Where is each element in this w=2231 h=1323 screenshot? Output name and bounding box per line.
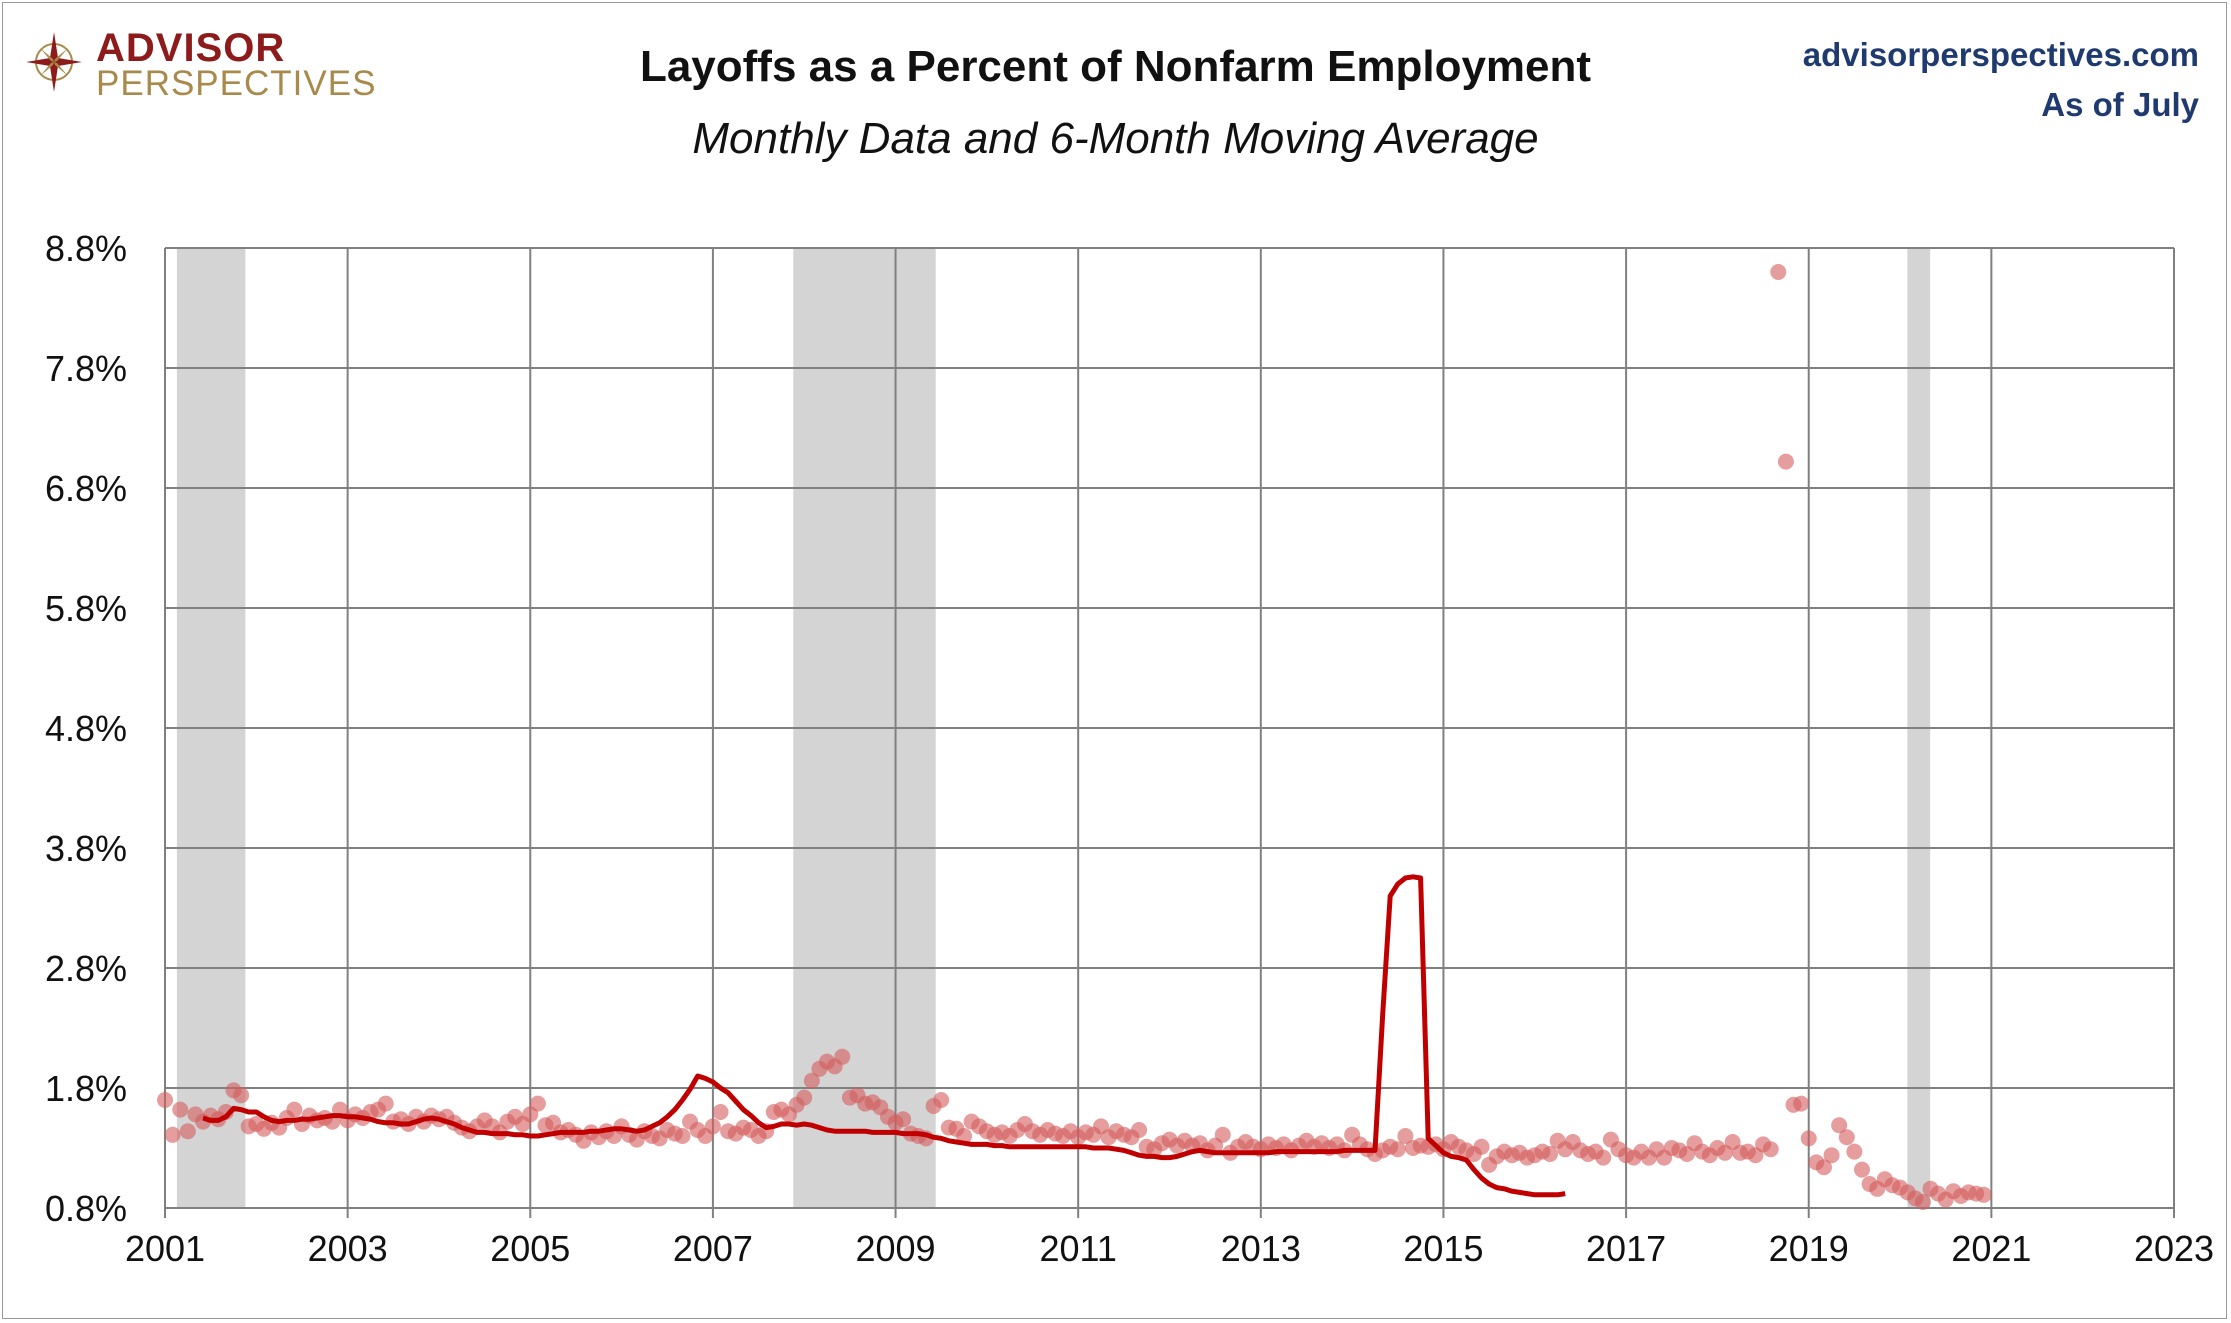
- data-point: [1595, 1149, 1612, 1166]
- data-point: [1214, 1126, 1231, 1143]
- data-point: [172, 1101, 189, 1118]
- data-point: [529, 1095, 546, 1112]
- monthly-data-points: [157, 264, 1992, 1210]
- y-tick-label: 7.8%: [45, 348, 127, 389]
- compass-star-icon: [26, 32, 82, 92]
- data-point: [956, 1128, 973, 1144]
- y-axis-tick-labels: 0.8% 1.8% 2.8% 3.8% 4.8% 5.8% 6.8% 7.8% 8.8%: [45, 228, 127, 1229]
- y-tick-label: 5.8%: [45, 588, 127, 629]
- data-point: [286, 1101, 303, 1118]
- data-point: [1975, 1186, 1992, 1203]
- x-tick-label: 2003: [308, 1228, 388, 1269]
- y-tick-label: 8.8%: [45, 228, 127, 269]
- data-point: [712, 1104, 729, 1120]
- data-point: [1770, 264, 1787, 280]
- moving-average-line: [202, 874, 1566, 1198]
- data-point: [704, 1118, 721, 1135]
- data-point: [895, 1111, 912, 1128]
- data-point: [674, 1128, 691, 1144]
- x-tick-label: 2017: [1586, 1228, 1666, 1269]
- data-point: [164, 1126, 181, 1143]
- data-point: [796, 1089, 813, 1106]
- x-tick-label: 2021: [1951, 1228, 2031, 1269]
- grid-lines: [164, 247, 2175, 1218]
- data-point: [377, 1095, 394, 1112]
- data-point: [933, 1092, 950, 1108]
- data-point: [1800, 1130, 1817, 1147]
- data-point: [1793, 1095, 1810, 1112]
- data-point: [1762, 1141, 1779, 1158]
- data-point: [1853, 1161, 1870, 1178]
- x-tick-label: 2011: [1039, 1228, 1116, 1269]
- logo-text-advisor: ADVISOR: [96, 26, 286, 70]
- data-point: [1831, 1117, 1848, 1134]
- chart-title: Layoffs as a Percent of Nonfarm Employme…: [639, 42, 1592, 91]
- data-point: [1541, 1146, 1558, 1162]
- site-url: advisorperspectives.com: [1802, 36, 2199, 73]
- data-point: [803, 1072, 820, 1089]
- x-axis-tick-labels: 2001 2003 2005 2007 2009 2011 2013 2015 2017 2019…: [125, 1228, 2214, 1269]
- x-tick-label: 2005: [490, 1228, 570, 1269]
- x-tick-label: 2023: [2134, 1228, 2214, 1269]
- x-tick-label: 2013: [1221, 1228, 1301, 1269]
- logo-text-perspectives: PERSPECTIVES: [96, 64, 377, 103]
- data-point: [834, 1048, 851, 1065]
- x-tick-label: 2007: [673, 1228, 753, 1269]
- y-tick-label: 0.8%: [45, 1188, 127, 1229]
- x-tick-label: 2001: [125, 1228, 205, 1269]
- x-tick-label: 2019: [1769, 1228, 1849, 1269]
- y-tick-label: 2.8%: [45, 948, 127, 989]
- data-point: [1389, 1141, 1406, 1158]
- x-tick-label: 2009: [855, 1228, 935, 1269]
- data-point: [157, 1092, 173, 1108]
- chart-subtitle: Monthly Data and 6-Month Moving Average: [692, 114, 1539, 163]
- data-point: [233, 1087, 250, 1104]
- data-point: [1131, 1122, 1148, 1138]
- as-of-label: As of July: [2041, 85, 2199, 123]
- x-tick-label: 2015: [1403, 1228, 1483, 1269]
- y-tick-label: 1.8%: [45, 1068, 127, 1109]
- source-block: advisorperspectives.com As of July: [1803, 30, 2199, 129]
- data-point: [1838, 1129, 1855, 1146]
- moving-average-series: [202, 874, 1566, 1198]
- y-tick-label: 6.8%: [45, 468, 127, 509]
- data-point: [179, 1123, 196, 1140]
- data-point: [1823, 1147, 1840, 1164]
- y-tick-label: 4.8%: [45, 708, 127, 749]
- y-tick-label: 3.8%: [45, 828, 127, 869]
- data-point: [1777, 453, 1794, 470]
- data-point: [1473, 1138, 1490, 1155]
- data-point: [1914, 1194, 1931, 1210]
- data-point: [1846, 1143, 1863, 1160]
- data-point: [1815, 1159, 1832, 1176]
- data-point: [1397, 1128, 1414, 1144]
- advisor-perspectives-logo: ADVISOR PERSPECTIVES: [26, 22, 386, 102]
